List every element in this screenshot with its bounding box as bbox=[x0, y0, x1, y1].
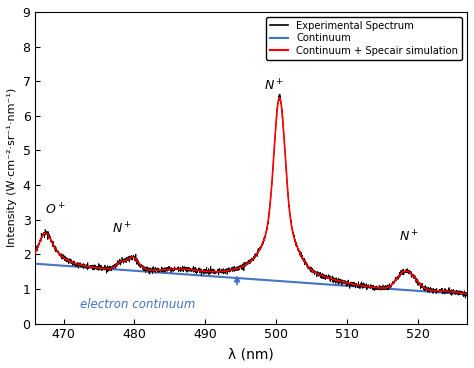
Text: electron continuum: electron continuum bbox=[80, 298, 196, 311]
Y-axis label: Intensity (W·cm⁻²·sr⁻¹·nm⁻¹): Intensity (W·cm⁻²·sr⁻¹·nm⁻¹) bbox=[7, 88, 17, 247]
Text: $O^+$: $O^+$ bbox=[45, 203, 65, 218]
Text: $N^+$: $N^+$ bbox=[111, 221, 132, 236]
Legend: Experimental Spectrum, Continuum, Continuum + Specair simulation: Experimental Spectrum, Continuum, Contin… bbox=[266, 17, 462, 60]
Text: $N^+$: $N^+$ bbox=[264, 78, 285, 93]
X-axis label: λ (nm): λ (nm) bbox=[228, 347, 274, 361]
Text: $N^+$: $N^+$ bbox=[399, 229, 419, 245]
